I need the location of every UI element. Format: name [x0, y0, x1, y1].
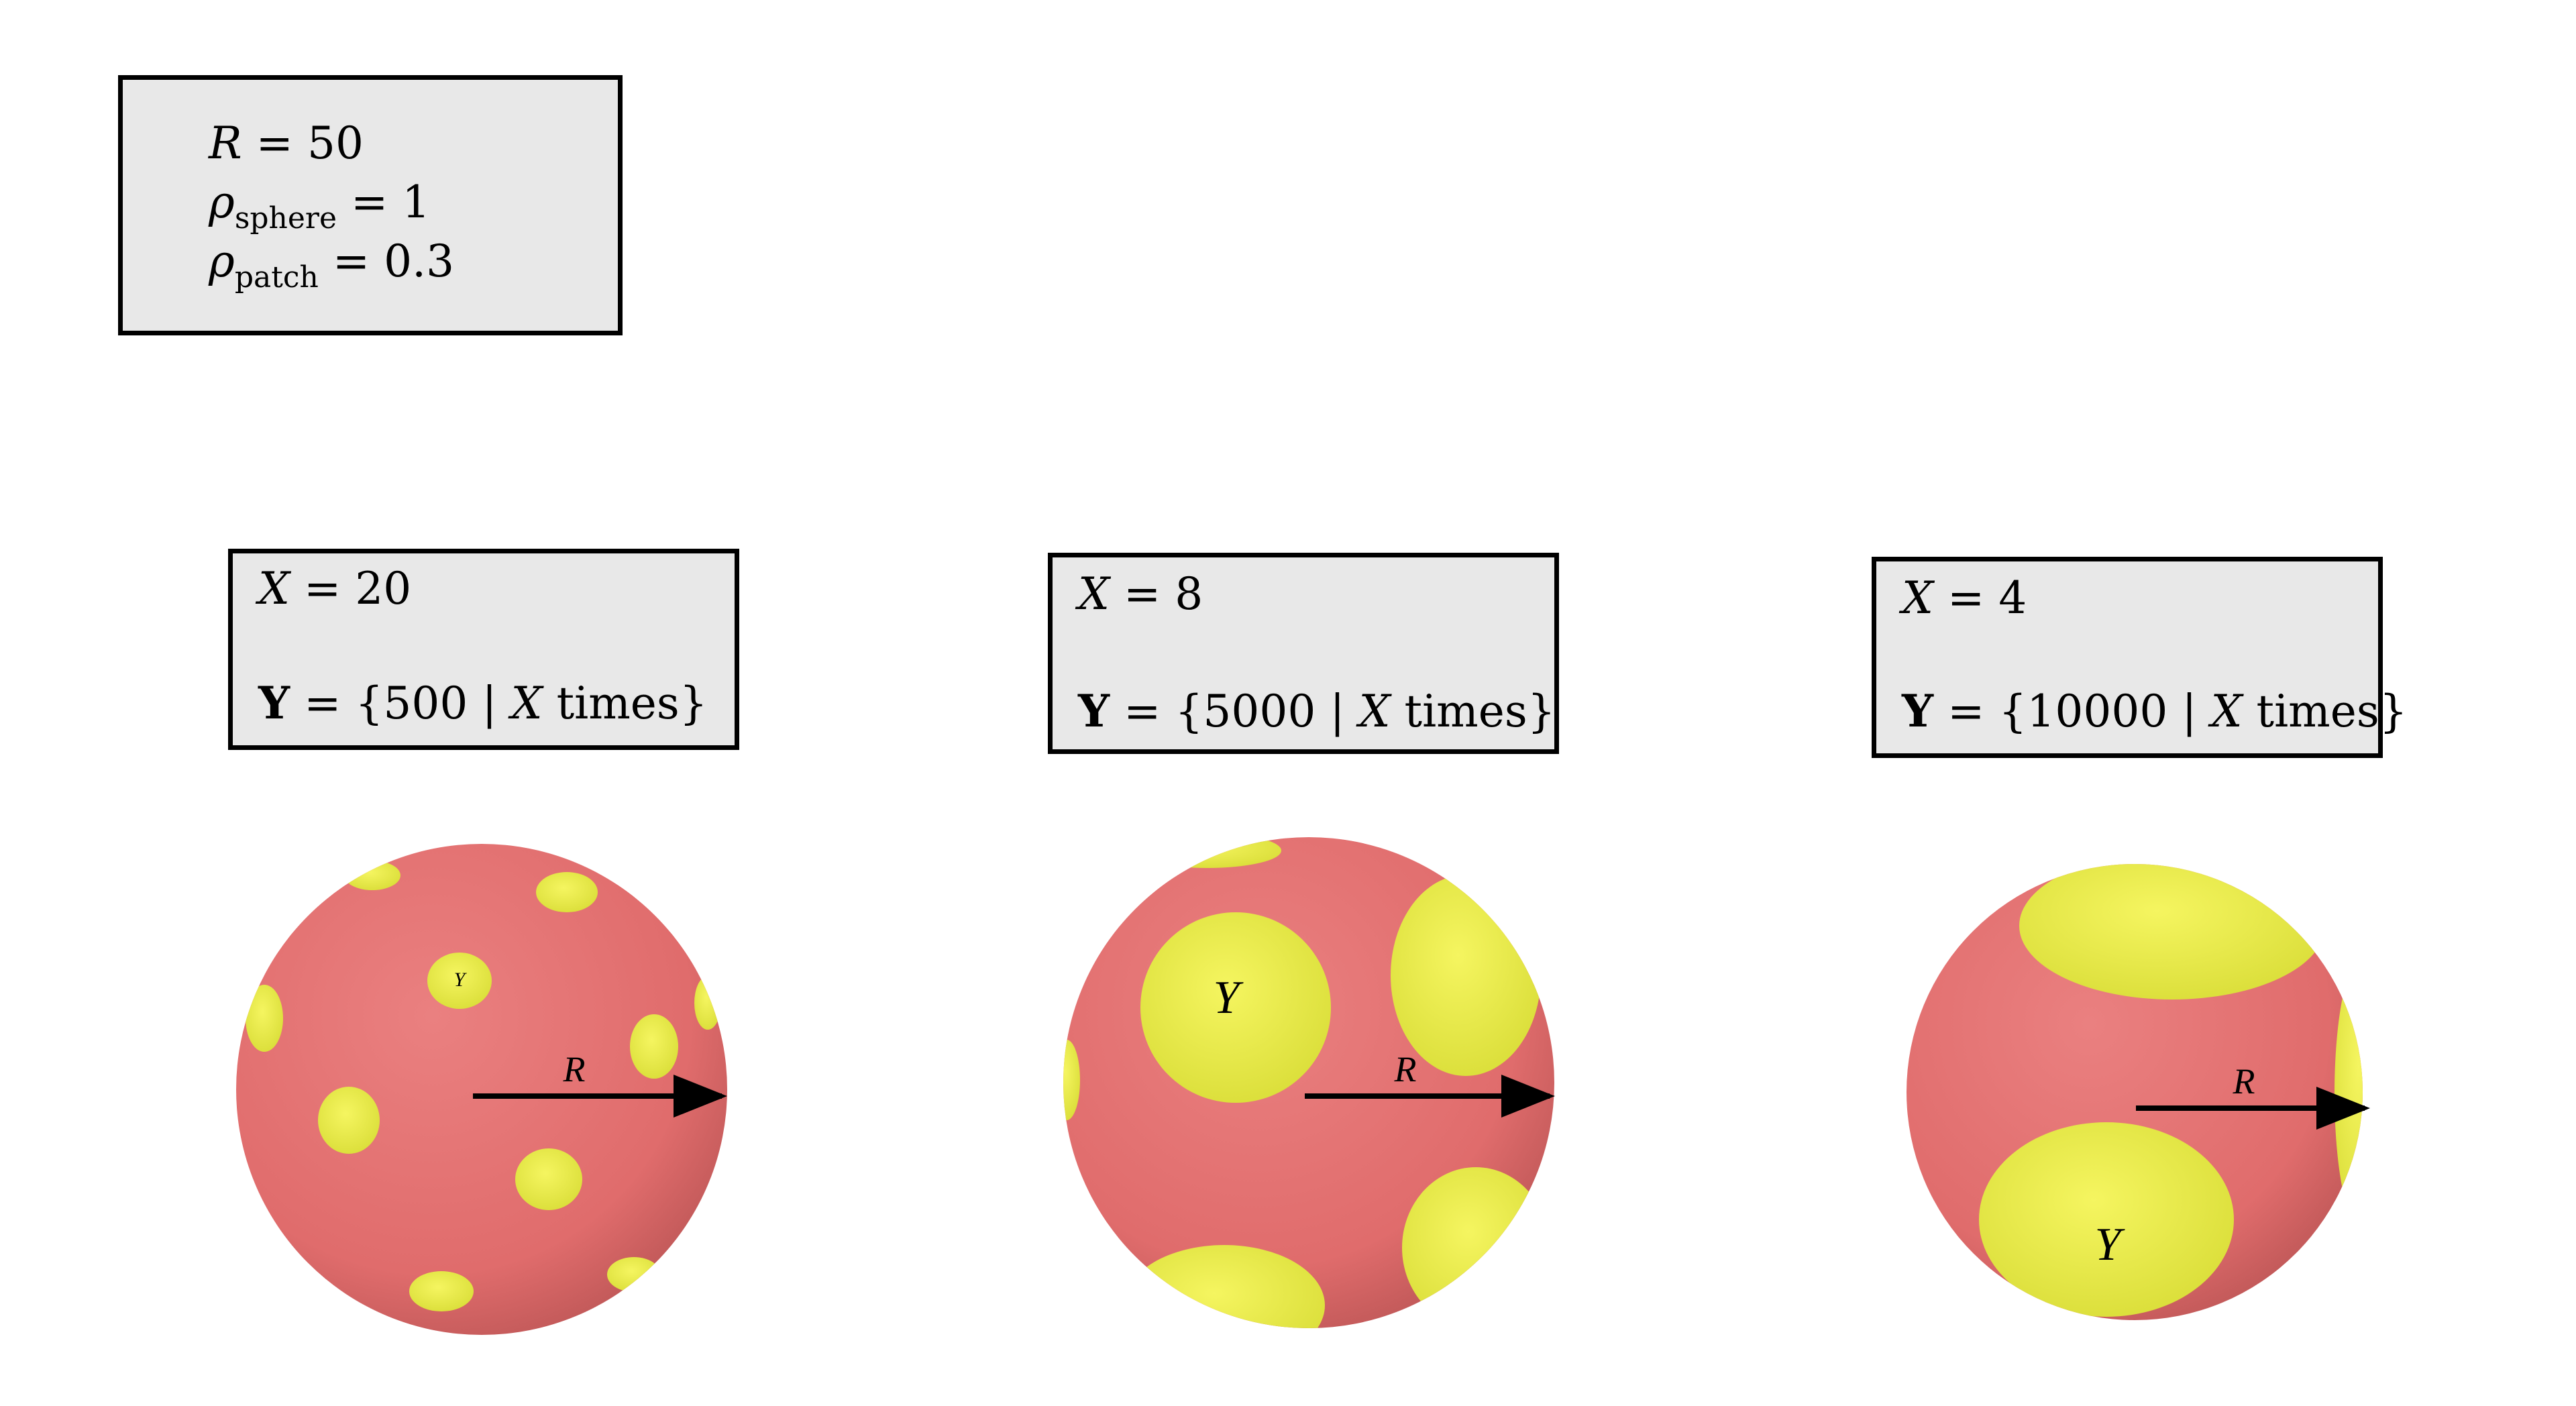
patch: [1402, 1167, 1550, 1328]
sphere-3: Y R: [1907, 864, 2370, 1320]
patch: [2019, 864, 2325, 999]
patch: [630, 1014, 678, 1079]
panel-3-y: Y = {10000 | X times}: [1902, 685, 2408, 737]
panel-3-label-box: X = 4 Y = {10000 | X times}: [1872, 557, 2408, 758]
patch: [536, 872, 598, 912]
panel-2-x: X = 8: [1078, 568, 1203, 620]
sphere-2-radius-label: R: [1394, 1049, 1417, 1089]
sphere-2-patch-label: Y: [1214, 972, 1244, 1024]
sphere-1-patches: [246, 861, 721, 1311]
patch: [1979, 1122, 2234, 1317]
panel-2-y: Y = {5000 | X times}: [1078, 685, 1556, 737]
patch: [1124, 1245, 1325, 1328]
parameter-box: R = 50 ρsphere = 1 ρpatch = 0.3: [118, 75, 623, 335]
sphere-1-patch-label: Y: [454, 969, 468, 991]
patch: [2334, 959, 2363, 1228]
radius-param: R = 50: [209, 117, 364, 169]
sphere-1-body: [236, 844, 727, 1335]
sphere-3-radius-label: R: [2233, 1061, 2255, 1101]
sphere-2: Y R: [1063, 837, 1555, 1328]
patch: [1134, 837, 1281, 868]
sphere-1: Y R: [236, 844, 727, 1335]
sphere-1-radius-label: R: [563, 1049, 586, 1089]
patch: [694, 976, 721, 1030]
patch: [1063, 1040, 1080, 1120]
panel-1-y: Y = {500 | X times}: [258, 677, 708, 729]
patch: [246, 985, 283, 1052]
panel-3-x: X = 4: [1902, 572, 2027, 624]
panel-1-label-box: X = 20 Y = {500 | X times}: [228, 549, 739, 750]
panel-2-label-box: X = 8 Y = {5000 | X times}: [1048, 553, 1559, 754]
patch: [515, 1148, 582, 1210]
rho-sphere-param: ρsphere = 1: [209, 176, 431, 235]
patch: [1391, 875, 1541, 1076]
patch: [344, 861, 400, 890]
patch: [318, 1087, 380, 1154]
sphere-3-patch-label: Y: [2095, 1219, 2126, 1270]
patch: [607, 1257, 661, 1292]
rho-patch-param: ρpatch = 0.3: [209, 235, 455, 294]
patch: [409, 1271, 474, 1311]
patch: [1140, 912, 1331, 1103]
patch: [427, 953, 492, 1009]
panel-1-x: X = 20: [258, 563, 412, 614]
